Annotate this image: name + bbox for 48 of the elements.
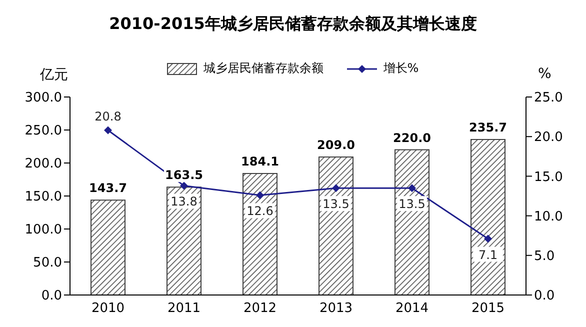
data-label: 20.8 [94, 109, 122, 124]
y-tick-label: 250.0 [24, 124, 62, 139]
y2-tick-label: 0.0 [534, 288, 555, 304]
y-tick-label: 100.0 [24, 222, 62, 238]
bar [166, 186, 202, 295]
point [180, 182, 188, 190]
x-tick-label: 2013 [319, 301, 353, 316]
data-label: 163.5 [165, 168, 203, 182]
data-label: 184.1 [241, 154, 279, 168]
data-label: 235.7 [469, 120, 507, 134]
y2-tick-label: 25.0 [534, 90, 563, 106]
data-label: 143.7 [89, 181, 127, 196]
data-label: 12.6 [246, 204, 274, 218]
x-tick-label: 2011 [167, 301, 201, 316]
y-tick-label: 0.0 [41, 288, 62, 304]
y2-tick-label: 5.0 [534, 249, 555, 264]
bar [318, 156, 354, 295]
data-label: 13.5 [322, 197, 350, 212]
y-tick-label: 200.0 [24, 156, 62, 172]
chart-title: 2010-2015年城乡居民储蓄存款余额及其增长速度 [108, 14, 478, 35]
legend-label: 增长% [383, 60, 419, 77]
point [256, 191, 264, 200]
bar [90, 200, 126, 295]
y2-tick-label: 15.0 [534, 170, 563, 185]
x-tick-label: 2012 [243, 301, 277, 316]
x-tick-label: 2010 [91, 301, 125, 316]
data-label: 7.1 [478, 248, 498, 262]
y-tick-label: 150.0 [24, 190, 62, 205]
bar [470, 138, 506, 295]
y-tick-label: 50.0 [33, 256, 62, 271]
y2-tick-label: 10.0 [534, 209, 563, 224]
legend-label: 城乡居民储蓄存款余额 [203, 60, 324, 77]
data-label: 13.5 [398, 197, 426, 212]
point [484, 234, 492, 243]
bar [242, 172, 278, 295]
x-tick-label: 2014 [395, 301, 429, 316]
y2-axis-title: % [538, 66, 552, 82]
bar [394, 149, 430, 295]
y-tick-label: 300.0 [24, 90, 62, 106]
data-label: 220.0 [393, 130, 431, 145]
data-label: 209.0 [317, 138, 355, 152]
point [104, 126, 112, 134]
point [408, 184, 416, 192]
data-label: 13.8 [170, 194, 198, 209]
y2-tick-label: 20.0 [534, 130, 563, 146]
y-axis-title: 亿元 [40, 66, 68, 84]
point [332, 184, 340, 192]
x-tick-label: 2015 [471, 301, 505, 316]
